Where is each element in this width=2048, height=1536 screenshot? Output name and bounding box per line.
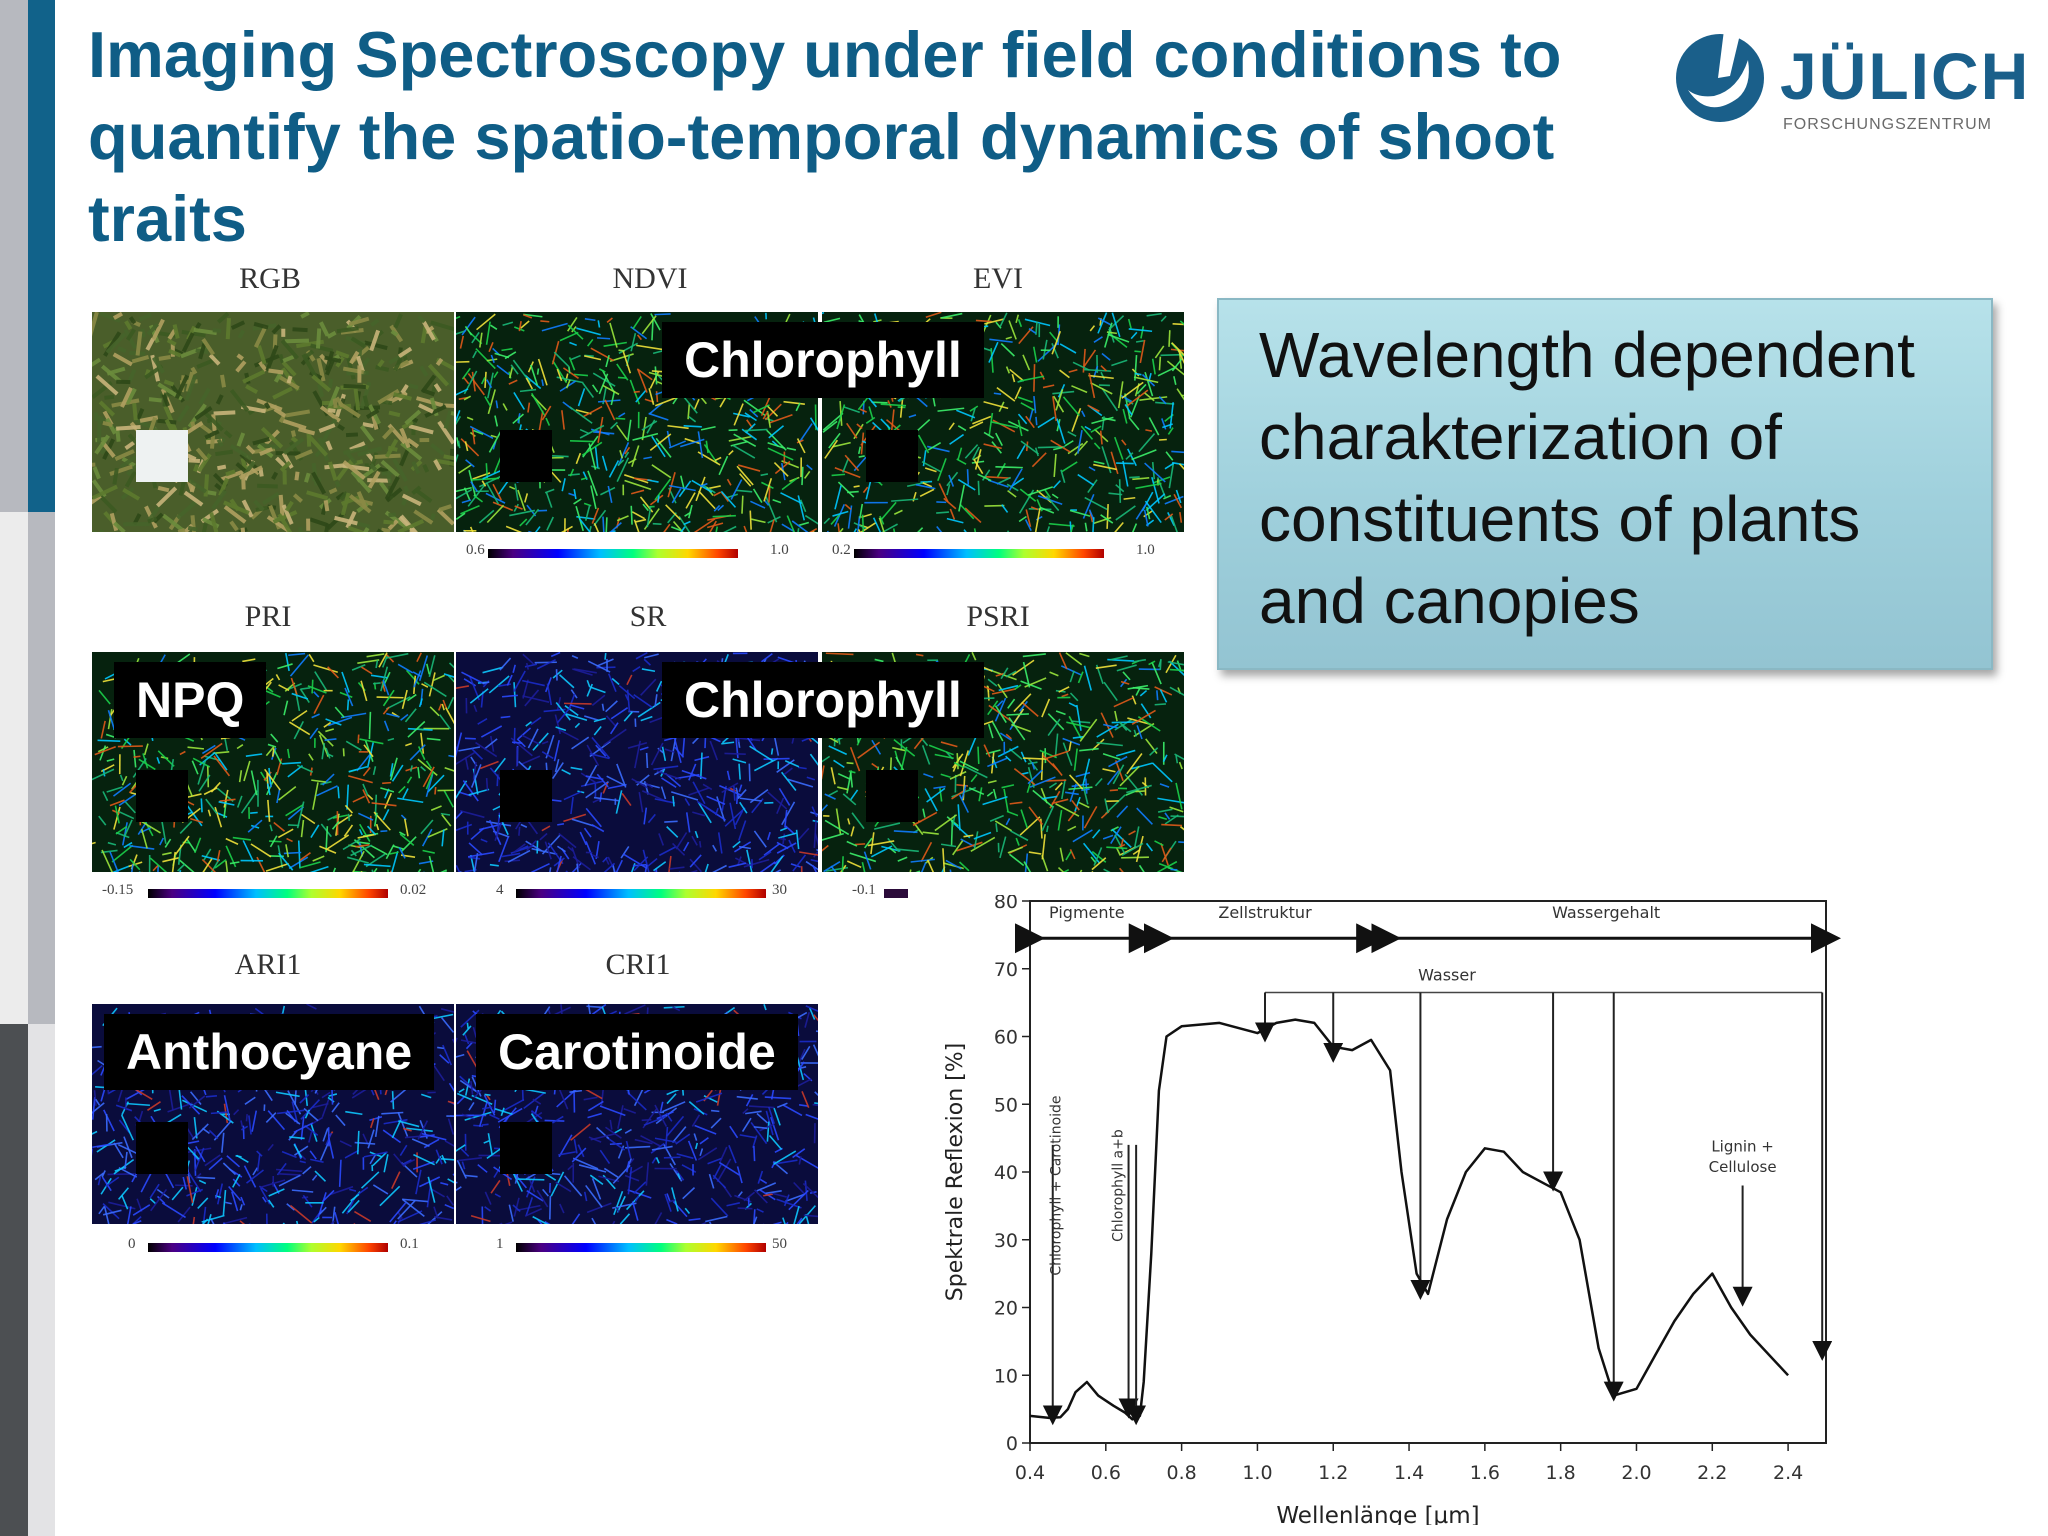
colorbar-min: 0.2 <box>832 542 851 558</box>
colorbar-max: 0.1 <box>400 1236 419 1252</box>
slide-title-line: Imaging Spectroscopy under field conditi… <box>88 18 1562 91</box>
colorbar-pri: -0.15 0.02 <box>92 882 442 906</box>
y-tick-label: 50 <box>994 1094 1018 1116</box>
tag-npq: NPQ <box>114 662 267 738</box>
x-tick-label: 1.8 <box>1546 1462 1576 1484</box>
y-tick-label: 80 <box>994 895 1018 913</box>
y-tick-label: 70 <box>994 959 1018 981</box>
colorbar-gradient <box>516 1243 766 1252</box>
panel-image-ndvi <box>456 312 818 532</box>
side-stripe-light <box>0 512 28 1024</box>
annotation-chl-ab: Chlorophyll a+b <box>1111 1129 1127 1242</box>
info-box: Wavelength dependent charakterization of… <box>1217 298 1993 670</box>
panel-title-ari1: ARI1 <box>234 948 302 981</box>
colorbar-ari1: 0 0.1 <box>92 1236 442 1260</box>
colorbar-evi: 0.2 1.0 <box>822 542 1172 566</box>
y-axis-label: Spektrale Reflexion [%] <box>943 1043 968 1301</box>
x-tick-label: 0.8 <box>1167 1462 1197 1484</box>
panel-title-evi: EVI <box>973 262 1023 295</box>
x-tick-label: 0.4 <box>1015 1462 1045 1484</box>
water-label: Wasser <box>1418 965 1476 984</box>
colorbar-gradient <box>884 889 908 898</box>
colorbar-sr: 4 30 <box>456 882 806 906</box>
panel-title-sr: SR <box>629 600 667 633</box>
y-tick-label: 10 <box>994 1365 1018 1387</box>
side-stripe-blue <box>28 0 55 512</box>
y-tick-label: 40 <box>994 1162 1018 1184</box>
x-tick-label: 1.4 <box>1394 1462 1424 1484</box>
logo-wordmark: JÜLICH <box>1780 39 2031 113</box>
colorbar-psri: -0.1 <box>822 882 942 906</box>
colorbar-cri1: 1 50 <box>456 1236 806 1260</box>
x-tick-label: 2.4 <box>1773 1462 1803 1484</box>
panel-title-pri: PRI <box>244 600 292 633</box>
colorbar-min: 0.6 <box>466 542 485 558</box>
annotation-lignin: Lignin + <box>1711 1138 1774 1156</box>
side-stripe-light-bottom <box>28 1024 55 1536</box>
panel-image-rgb <box>92 312 454 532</box>
region-label: Wassergehalt <box>1552 903 1660 922</box>
tag-anthocyane: Anthocyane <box>104 1014 435 1090</box>
slide-title-line: quantify the spatio-temporal dynamics of… <box>88 100 1555 173</box>
x-tick-label: 2.0 <box>1621 1462 1651 1484</box>
region-label: Zellstruktur <box>1218 903 1312 922</box>
panel-title-ndvi: NDVI <box>612 262 688 295</box>
colorbar-max: 30 <box>772 882 787 898</box>
colorbar-gradient <box>516 889 766 898</box>
annotation-cellulose: Cellulose <box>1709 1158 1777 1176</box>
y-tick-label: 30 <box>994 1230 1018 1252</box>
x-tick-label: 1.0 <box>1242 1462 1272 1484</box>
x-tick-label: 1.6 <box>1470 1462 1500 1484</box>
colorbar-gradient <box>488 549 738 558</box>
slide-title: Imaging Spectroscopy under field conditi… <box>88 14 1688 260</box>
panel-title-rgb: RGB <box>239 262 301 295</box>
colorbar-gradient <box>148 889 388 898</box>
juelich-logo-icon <box>1676 26 1764 122</box>
colorbar-gradient <box>854 549 1104 558</box>
reflectance-chart: 0 10 20 30 40 50 60 70 80 0.4 0.6 0.8 1.0 1.2 1.4 1.6 1.… <box>943 895 1841 1525</box>
info-box-text: Wavelength dependent charakterization of… <box>1259 319 1915 637</box>
x-tick-label: 1.2 <box>1318 1462 1348 1484</box>
slide-title-line: traits <box>88 182 247 255</box>
side-stripe-gray-mid <box>28 512 55 1024</box>
side-stripe-dark <box>0 1024 28 1536</box>
panel-title-psri: PSRI <box>966 600 1030 633</box>
colorbar-ndvi: 0.6 1.0 <box>456 542 806 566</box>
side-stripe-gray <box>0 0 28 512</box>
annotation-chl-car: Chlorophyll + Carotinoide <box>1049 1095 1065 1275</box>
colorbar-max: 1.0 <box>770 542 789 558</box>
colorbar-min: 4 <box>496 882 504 898</box>
y-tick-label: 60 <box>994 1027 1018 1049</box>
x-axis-label: Wellenlänge [µm] <box>1276 1503 1479 1525</box>
colorbar-min: 0 <box>128 1236 136 1252</box>
colorbar-min: -0.15 <box>102 882 134 898</box>
reflectance-curve <box>1029 1018 1790 1421</box>
tag-carotinoide: Carotinoide <box>476 1014 798 1090</box>
panel-title-cri1: CRI1 <box>605 948 671 981</box>
x-tick-label: 2.2 <box>1697 1462 1727 1484</box>
colorbar-max: 50 <box>772 1236 787 1252</box>
tag-chlorophyll-sr: Chlorophyll <box>662 662 984 738</box>
tag-chlorophyll-ndvi: Chlorophyll <box>662 322 984 398</box>
colorbar-max: 1.0 <box>1136 542 1155 558</box>
colorbar-gradient <box>148 1243 388 1252</box>
y-tick-label: 0 <box>1006 1433 1018 1455</box>
y-tick-label: 20 <box>994 1298 1018 1320</box>
juelich-logo: JÜLICH FORSCHUNGSZENTRUM <box>1668 20 2028 140</box>
colorbar-min: -0.1 <box>852 882 876 898</box>
x-tick-label: 0.6 <box>1091 1462 1121 1484</box>
logo-subtitle: FORSCHUNGSZENTRUM <box>1783 116 1992 133</box>
region-label: Pigmente <box>1049 903 1125 922</box>
colorbar-max: 0.02 <box>400 882 427 898</box>
colorbar-min: 1 <box>496 1236 504 1252</box>
